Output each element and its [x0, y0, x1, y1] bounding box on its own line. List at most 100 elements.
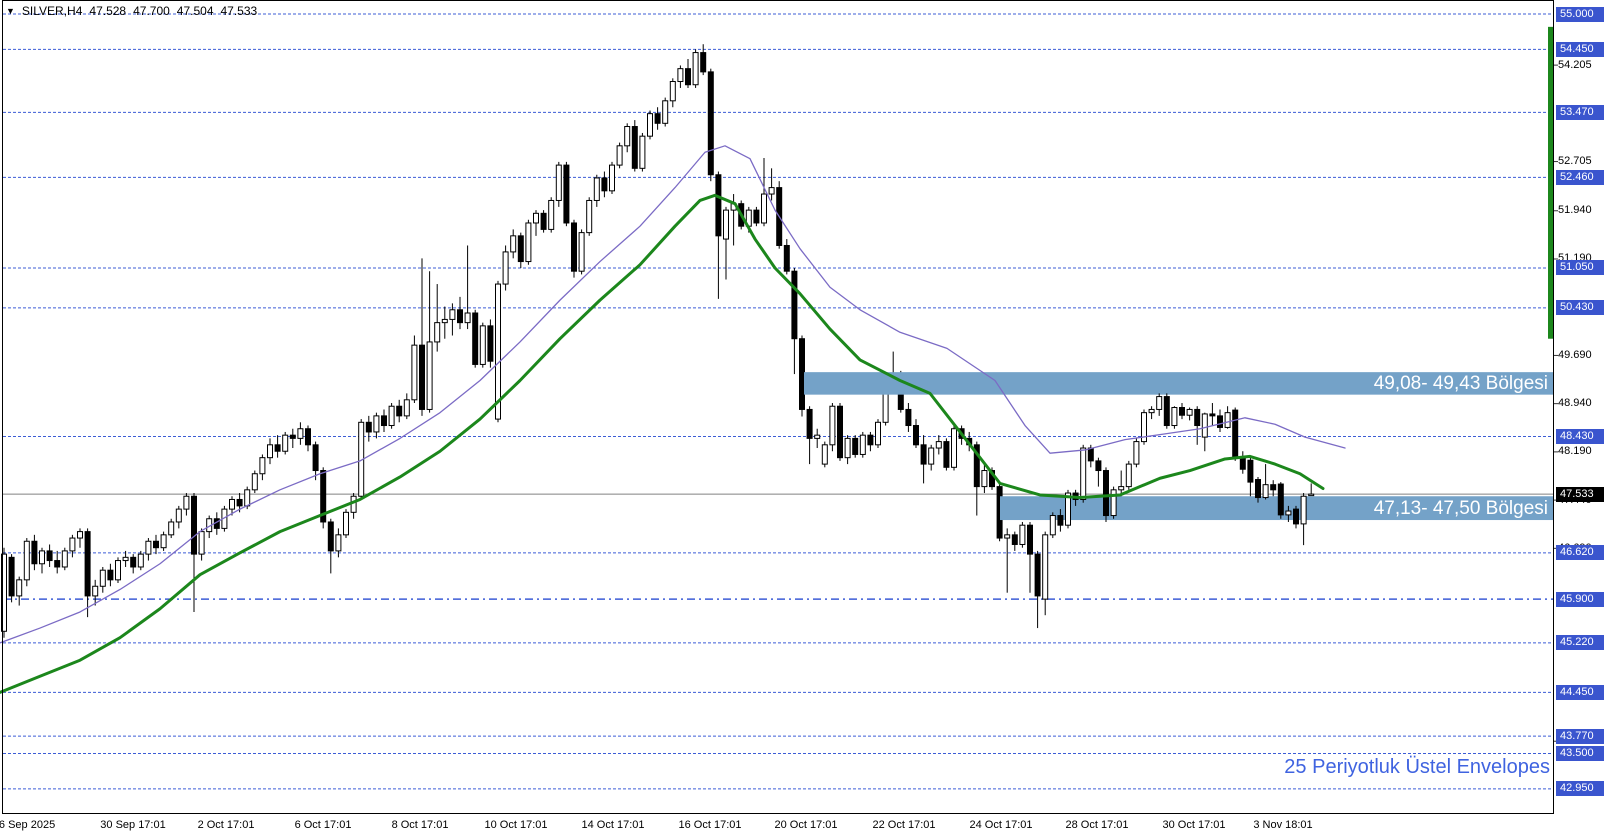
- price-level-tag: 46.620: [1556, 545, 1604, 561]
- candle-up: [175, 508, 182, 523]
- envelopes-caption: 25 Periyotluk Üstel Envelopes: [1284, 756, 1550, 778]
- candle-up: [1148, 408, 1155, 414]
- candle-up: [525, 222, 532, 263]
- candle-down: [472, 312, 479, 365]
- candle-up: [198, 531, 205, 555]
- time-axis-label: 16 Oct 17:01: [678, 819, 742, 831]
- zone-label: 47,13- 47,50 Bölgesi: [1373, 497, 1548, 519]
- candle-up: [403, 399, 410, 417]
- candle-down: [799, 338, 805, 410]
- demand-zone-rect[interactable]: [1000, 496, 1553, 521]
- candle-down: [396, 405, 403, 417]
- price-scale-label: 48.190: [1558, 445, 1592, 458]
- candle-up: [259, 457, 266, 475]
- candle-down: [289, 434, 296, 439]
- candle-down: [274, 444, 281, 452]
- symbol-quote-line: ▼ SILVER,H4 47.528 47.700 47.504 47.533: [6, 4, 257, 18]
- price-scale-label: 49.690: [1558, 348, 1592, 361]
- candle-up: [578, 232, 585, 272]
- price-level-tag: 55.000: [1556, 6, 1604, 22]
- envelope-lower-line: [0, 193, 1325, 694]
- candle-up: [1118, 486, 1125, 491]
- candle-up: [1110, 489, 1117, 517]
- candle-up: [502, 251, 509, 285]
- price-scale-label: 54.205: [1558, 58, 1592, 71]
- candle-up: [137, 553, 144, 568]
- candle-up: [761, 193, 767, 224]
- candle-down: [1034, 553, 1041, 597]
- candle-up: [875, 421, 881, 446]
- candle-up: [1224, 412, 1231, 428]
- price-level-tag: 53.470: [1556, 104, 1604, 120]
- candle-up: [168, 521, 175, 536]
- candle-up: [426, 341, 433, 410]
- candle-up: [821, 444, 828, 465]
- candle-down: [791, 270, 798, 340]
- envelope-upper-line: [0, 145, 1346, 644]
- candle-down: [715, 174, 722, 237]
- current-price-tag: 47.533: [1556, 486, 1604, 502]
- time-axis-label: 30 Oct 17:01: [1162, 819, 1226, 831]
- candle-down: [685, 68, 691, 86]
- candle-down: [753, 209, 760, 224]
- candle-up: [1141, 412, 1147, 443]
- candle-down: [8, 556, 15, 597]
- candle-up: [859, 434, 866, 455]
- price-level-tag: 51.050: [1556, 260, 1604, 276]
- plot-border: [2, 0, 1554, 814]
- price-level-tag: 48.430: [1556, 428, 1604, 444]
- candle-down: [654, 113, 661, 124]
- candle-down: [1217, 415, 1223, 428]
- candle-down: [1057, 515, 1064, 526]
- candle-down: [487, 325, 494, 362]
- quote-bid: 47.533: [220, 4, 258, 18]
- candle-down: [783, 244, 790, 272]
- candle-up: [981, 470, 988, 488]
- candle-down: [920, 444, 927, 465]
- candle-up: [639, 135, 646, 169]
- candle-down: [1163, 396, 1170, 427]
- candle-down: [312, 444, 319, 472]
- candle-down: [365, 421, 372, 433]
- candle-up: [99, 569, 106, 587]
- candle-up: [434, 322, 441, 343]
- candle-up: [510, 235, 517, 253]
- symbol-dropdown-arrow-icon[interactable]: ▼: [6, 6, 15, 16]
- time-axis-label: 14 Oct 17:01: [581, 819, 645, 831]
- vertical-range-bar[interactable]: [1548, 26, 1553, 339]
- candle-up: [616, 145, 623, 166]
- candle-up: [593, 177, 600, 201]
- candle-down: [1011, 534, 1018, 545]
- candle-up: [16, 579, 23, 597]
- candle-up: [1186, 408, 1193, 416]
- candle-down: [305, 428, 311, 446]
- price-level-tag: 54.450: [1556, 41, 1604, 57]
- candle-up: [1156, 396, 1163, 410]
- candle-down: [320, 470, 327, 523]
- candle-up: [449, 309, 456, 320]
- candle-up: [441, 318, 448, 324]
- candle-down: [1027, 524, 1033, 555]
- candle-up: [548, 199, 555, 230]
- candle-up: [229, 498, 235, 510]
- candle-up: [77, 531, 83, 539]
- candle-up: [411, 344, 418, 401]
- time-axis-label: 30 Sep 17:01: [100, 819, 166, 831]
- candle-down: [1194, 408, 1201, 427]
- candle-up: [69, 537, 76, 552]
- candle-down: [1209, 413, 1216, 417]
- candle-up: [692, 52, 699, 86]
- time-axis-label: 22 Oct 17:01: [872, 819, 936, 831]
- candle-up: [928, 447, 935, 465]
- candle-up: [115, 560, 121, 581]
- candle-up: [814, 434, 821, 439]
- candle-down: [631, 126, 638, 169]
- price-level-tag: 45.900: [1556, 591, 1604, 607]
- candle-up: [92, 585, 99, 597]
- candle-up: [624, 126, 631, 147]
- candle-up: [555, 164, 562, 201]
- candle-up: [768, 187, 775, 195]
- candle-down: [517, 235, 524, 263]
- candle-up: [251, 473, 258, 491]
